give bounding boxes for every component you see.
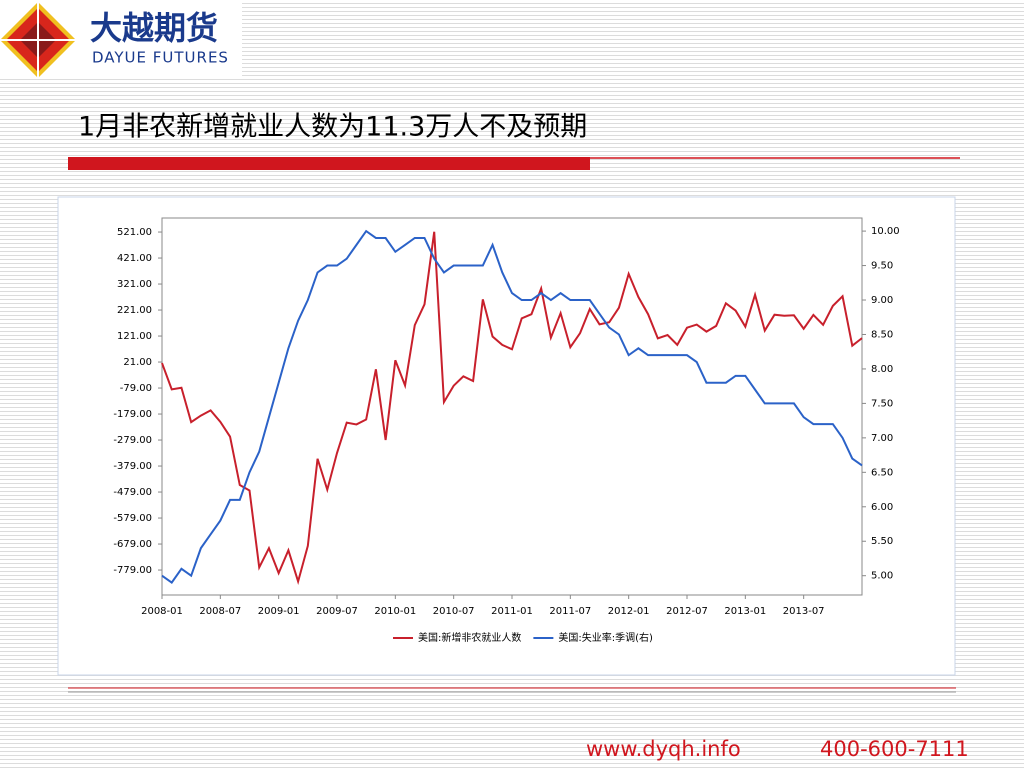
y2-tick-label: 9.00 bbox=[871, 295, 893, 306]
logo-en: DAYUE FUTURES bbox=[92, 49, 229, 67]
x-tick-label: 2009-01 bbox=[258, 606, 300, 617]
x-tick-label: 2010-01 bbox=[374, 606, 416, 617]
y-tick-label: 321.00 bbox=[117, 279, 152, 290]
x-tick-label: 2008-07 bbox=[199, 606, 241, 617]
legend-label: 美国:新增非农就业人数 bbox=[418, 631, 521, 644]
x-tick-label: 2012-01 bbox=[608, 606, 650, 617]
y2-tick-label: 7.50 bbox=[871, 398, 893, 409]
x-tick-label: 2011-07 bbox=[549, 606, 591, 617]
y-tick-label: 121.00 bbox=[117, 331, 152, 342]
y-tick-label: 521.00 bbox=[117, 227, 152, 238]
title-bar bbox=[68, 157, 590, 170]
legend-label: 美国:失业率:季调(右) bbox=[558, 631, 653, 644]
y-tick-label: -779.00 bbox=[113, 565, 152, 576]
y-tick-label: -379.00 bbox=[113, 461, 152, 472]
y-tick-label: 221.00 bbox=[117, 305, 152, 316]
y-tick-label: -679.00 bbox=[113, 539, 152, 550]
footer-phone: 400-600-7111 bbox=[820, 737, 969, 761]
x-tick-label: 2013-07 bbox=[783, 606, 825, 617]
footer-url: www.dyqh.info bbox=[586, 737, 741, 761]
x-tick-label: 2010-07 bbox=[433, 606, 475, 617]
y2-tick-label: 8.50 bbox=[871, 329, 893, 340]
y2-tick-label: 7.00 bbox=[871, 433, 893, 444]
y2-tick-label: 6.50 bbox=[871, 467, 893, 478]
y-tick-label: -79.00 bbox=[120, 383, 152, 394]
slide-title: 1月非农新增就业人数为11.3万人不及预期 bbox=[78, 112, 587, 143]
y-tick-label: -179.00 bbox=[113, 409, 152, 420]
y-tick-label: -579.00 bbox=[113, 513, 152, 524]
x-tick-label: 2009-07 bbox=[316, 606, 358, 617]
x-tick-label: 2013-01 bbox=[724, 606, 766, 617]
x-tick-label: 2008-01 bbox=[141, 606, 183, 617]
y2-tick-label: 10.00 bbox=[871, 226, 900, 237]
y2-tick-label: 8.00 bbox=[871, 364, 893, 375]
y-tick-label: 421.00 bbox=[117, 253, 152, 264]
series-line bbox=[161, 231, 863, 586]
x-tick-label: 2011-01 bbox=[491, 606, 533, 617]
y2-tick-label: 6.00 bbox=[871, 502, 893, 513]
y-tick-label: -479.00 bbox=[113, 487, 152, 498]
y2-tick-label: 5.50 bbox=[871, 536, 893, 547]
x-tick-label: 2012-07 bbox=[666, 606, 708, 617]
y2-tick-label: 9.50 bbox=[871, 261, 893, 272]
y2-tick-label: 5.00 bbox=[871, 571, 893, 582]
y-tick-label: 21.00 bbox=[123, 357, 152, 368]
logo-cn: 大越期货 bbox=[90, 9, 218, 47]
y-tick-label: -279.00 bbox=[113, 435, 152, 446]
series-line bbox=[161, 229, 863, 584]
chart-panel bbox=[57, 196, 956, 676]
